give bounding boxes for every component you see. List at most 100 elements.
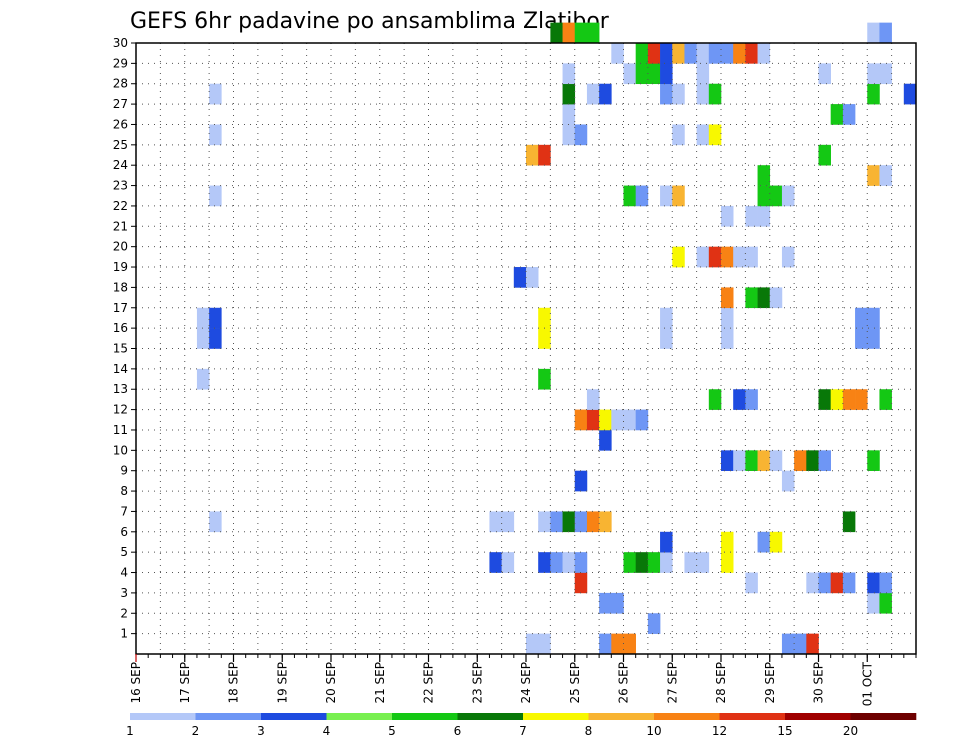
heatmap-cell	[562, 104, 576, 125]
heatmap-cell	[757, 185, 771, 207]
heatmap-cell	[660, 63, 673, 85]
heatmap-cell	[538, 552, 551, 573]
colorbar-tick-label: 10	[646, 724, 661, 738]
heatmap-cell	[489, 552, 502, 573]
heatmap-cell	[623, 633, 636, 655]
heatmap-cell	[635, 63, 649, 85]
heatmap-cell	[696, 83, 710, 105]
y-tick-label: 24	[113, 158, 128, 172]
heatmap-cell	[513, 267, 527, 288]
heatmap-cell	[721, 531, 734, 553]
heatmap-cell	[721, 287, 734, 309]
heatmap-cell	[708, 246, 722, 268]
heatmap-cell	[660, 43, 673, 64]
y-tick-label: 19	[113, 260, 128, 274]
heatmap-cell	[599, 592, 612, 614]
heatmap-cell	[599, 429, 612, 451]
heatmap-cell	[769, 185, 783, 207]
colorbar-tick-label: 6	[454, 724, 462, 738]
colorbar-segment	[195, 713, 262, 720]
heatmap-cell	[684, 43, 697, 64]
y-tick-label: 27	[113, 97, 128, 111]
colorbar-tick-label: 15	[777, 724, 792, 738]
heatmap-cell	[538, 633, 551, 655]
colorbar-tick-label: 1	[126, 724, 134, 738]
heatmap-cell	[586, 389, 600, 410]
heatmap-cell	[696, 124, 710, 146]
heatmap-cell	[209, 511, 222, 533]
x-tick-label: 19 SEP	[275, 662, 289, 704]
heatmap-cell	[647, 63, 661, 85]
colorbar-tick-label: 7	[519, 724, 527, 738]
heatmap-cell	[781, 246, 795, 268]
heatmap-cell	[209, 124, 222, 146]
heatmap-cell	[660, 185, 673, 207]
x-tick-label: 22 SEP	[422, 662, 436, 704]
x-tick-label: 17 SEP	[178, 662, 192, 704]
x-tick-label: 01 OCT	[860, 661, 874, 706]
heatmap-cell	[562, 83, 576, 105]
heatmap-cell	[562, 124, 576, 146]
heatmap-cell	[879, 22, 892, 44]
colorbar-segment	[785, 713, 851, 720]
heatmap-cell	[842, 389, 856, 410]
heatmap-cell	[879, 389, 892, 410]
y-tick-label: 13	[113, 382, 128, 396]
x-tick-label: 25 SEP	[568, 662, 582, 704]
heatmap-cell	[562, 511, 576, 533]
colorbar-segment	[719, 713, 786, 720]
heatmap-cell	[830, 389, 844, 410]
y-tick-label: 25	[113, 138, 128, 152]
heatmap-cell	[733, 389, 746, 410]
heatmap-cell	[867, 63, 880, 85]
heatmap-cell	[623, 409, 636, 431]
heatmap-cell	[745, 246, 758, 268]
heatmap-cell	[721, 328, 734, 349]
heatmap-cell	[660, 328, 673, 349]
heatmap-cell	[842, 104, 856, 125]
heatmap-cell	[781, 185, 795, 207]
y-tick-label: 6	[120, 525, 128, 539]
heatmap-cell	[586, 409, 600, 431]
heatmap-cell	[867, 328, 880, 349]
heatmap-cell	[708, 43, 722, 64]
heatmap-cells	[196, 22, 917, 655]
heatmap-cell	[550, 511, 563, 533]
heatmap-cell	[867, 592, 880, 614]
heatmap-cell	[708, 389, 722, 410]
heatmap-cell	[721, 307, 734, 329]
heatmap-cell	[769, 287, 783, 309]
y-tick-label: 7	[120, 504, 128, 518]
colorbar-tick-label: 4	[323, 724, 331, 738]
heatmap-cell	[855, 328, 868, 349]
heatmap-cell	[209, 307, 222, 329]
heatmap-cell	[757, 165, 771, 186]
colorbar-segment	[261, 713, 327, 720]
y-tick-label: 11	[113, 423, 128, 437]
heatmap-cell	[721, 552, 734, 573]
colorbar-tick-label: 12	[712, 724, 727, 738]
heatmap-cell	[635, 185, 649, 207]
heatmap-cell	[879, 592, 892, 614]
y-tick-label: 10	[113, 443, 128, 457]
y-tick-label: 12	[113, 403, 128, 417]
y-tick-label: 9	[120, 464, 128, 478]
heatmap-cell	[586, 83, 600, 105]
heatmap-cell	[794, 633, 807, 655]
heatmap-cell	[745, 43, 758, 64]
y-tick-label: 28	[113, 77, 128, 91]
heatmap-cell	[733, 450, 746, 471]
heatmap-cell	[745, 205, 758, 227]
heatmap-cell	[209, 185, 222, 207]
colorbar-tick-label: 5	[388, 724, 396, 738]
heatmap-cell	[867, 307, 880, 329]
heatmap-cell	[867, 165, 880, 186]
y-tick-label: 20	[113, 240, 128, 254]
heatmap-cell	[696, 43, 710, 64]
heatmap-cell	[550, 552, 563, 573]
heatmap-cell	[574, 124, 588, 146]
heatmap-cell	[769, 450, 783, 471]
heatmap-cell	[757, 531, 771, 553]
x-tick-label: 27 SEP	[665, 662, 679, 704]
